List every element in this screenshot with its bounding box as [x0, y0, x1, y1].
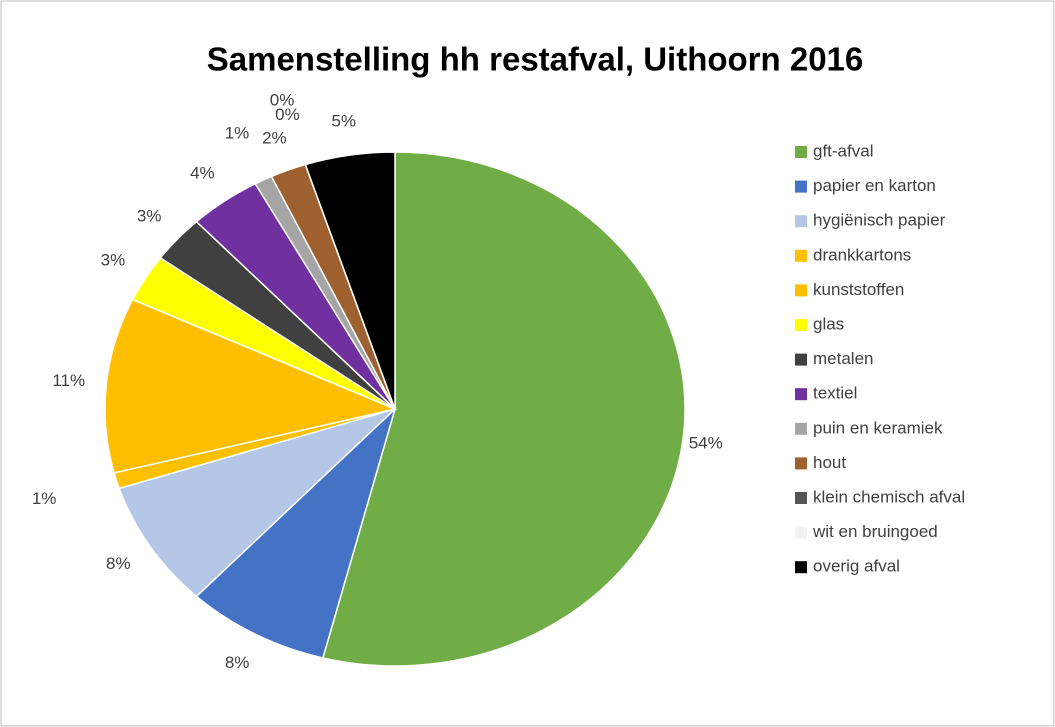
data-label: 8%	[106, 554, 131, 573]
legend-label: overig afval	[813, 557, 900, 576]
data-label: 54%	[689, 433, 723, 452]
legend-label: hygiënisch papier	[813, 211, 946, 230]
pie-slice	[195, 406, 397, 659]
legend-label: glas	[813, 314, 844, 333]
legend-label: drankkartons	[813, 245, 911, 264]
legend-label: klein chemisch afval	[813, 487, 965, 506]
legend-label: metalen	[813, 349, 873, 368]
legend-swatch	[795, 249, 807, 262]
legend-swatch	[795, 388, 807, 401]
legend-swatch	[795, 457, 807, 470]
chart-title: Samenstelling hh restafval, Uithoorn 201…	[207, 41, 864, 78]
pie-slice	[104, 298, 398, 474]
data-label: 0%	[275, 105, 300, 124]
pie-slice	[118, 408, 396, 598]
data-label: 2%	[262, 128, 287, 147]
legend-swatch	[795, 146, 807, 158]
legend-label: hout	[813, 453, 846, 472]
legend-label: wit en bruingoed	[812, 522, 938, 541]
data-label: 3%	[101, 251, 126, 270]
data-label: 8%	[225, 653, 250, 672]
data-label: 0%	[270, 91, 295, 110]
data-label: 1%	[32, 489, 57, 508]
pie-slice	[321, 151, 686, 667]
legend-label: kunststoffen	[813, 280, 904, 299]
data-label: 5%	[331, 112, 356, 131]
legend-label: papier en karton	[813, 176, 936, 195]
data-label: 4%	[190, 164, 215, 183]
legend-swatch	[795, 422, 807, 435]
pie-slice	[304, 151, 396, 410]
data-label: 1%	[225, 124, 250, 143]
legend-swatch	[795, 319, 807, 331]
legend-label: gft-afval	[813, 141, 873, 160]
legend-swatch	[795, 353, 807, 366]
legend-swatch	[795, 526, 807, 539]
legend-swatch	[795, 492, 807, 504]
legend-label: textiel	[813, 384, 857, 403]
data-label: 3%	[137, 206, 162, 225]
legend-label: puin en keramiek	[813, 418, 943, 437]
legend-swatch	[795, 215, 807, 228]
legend-swatch	[795, 180, 807, 193]
legend-swatch	[795, 561, 807, 574]
legend-swatch	[795, 284, 807, 297]
data-label: 11%	[52, 371, 85, 390]
